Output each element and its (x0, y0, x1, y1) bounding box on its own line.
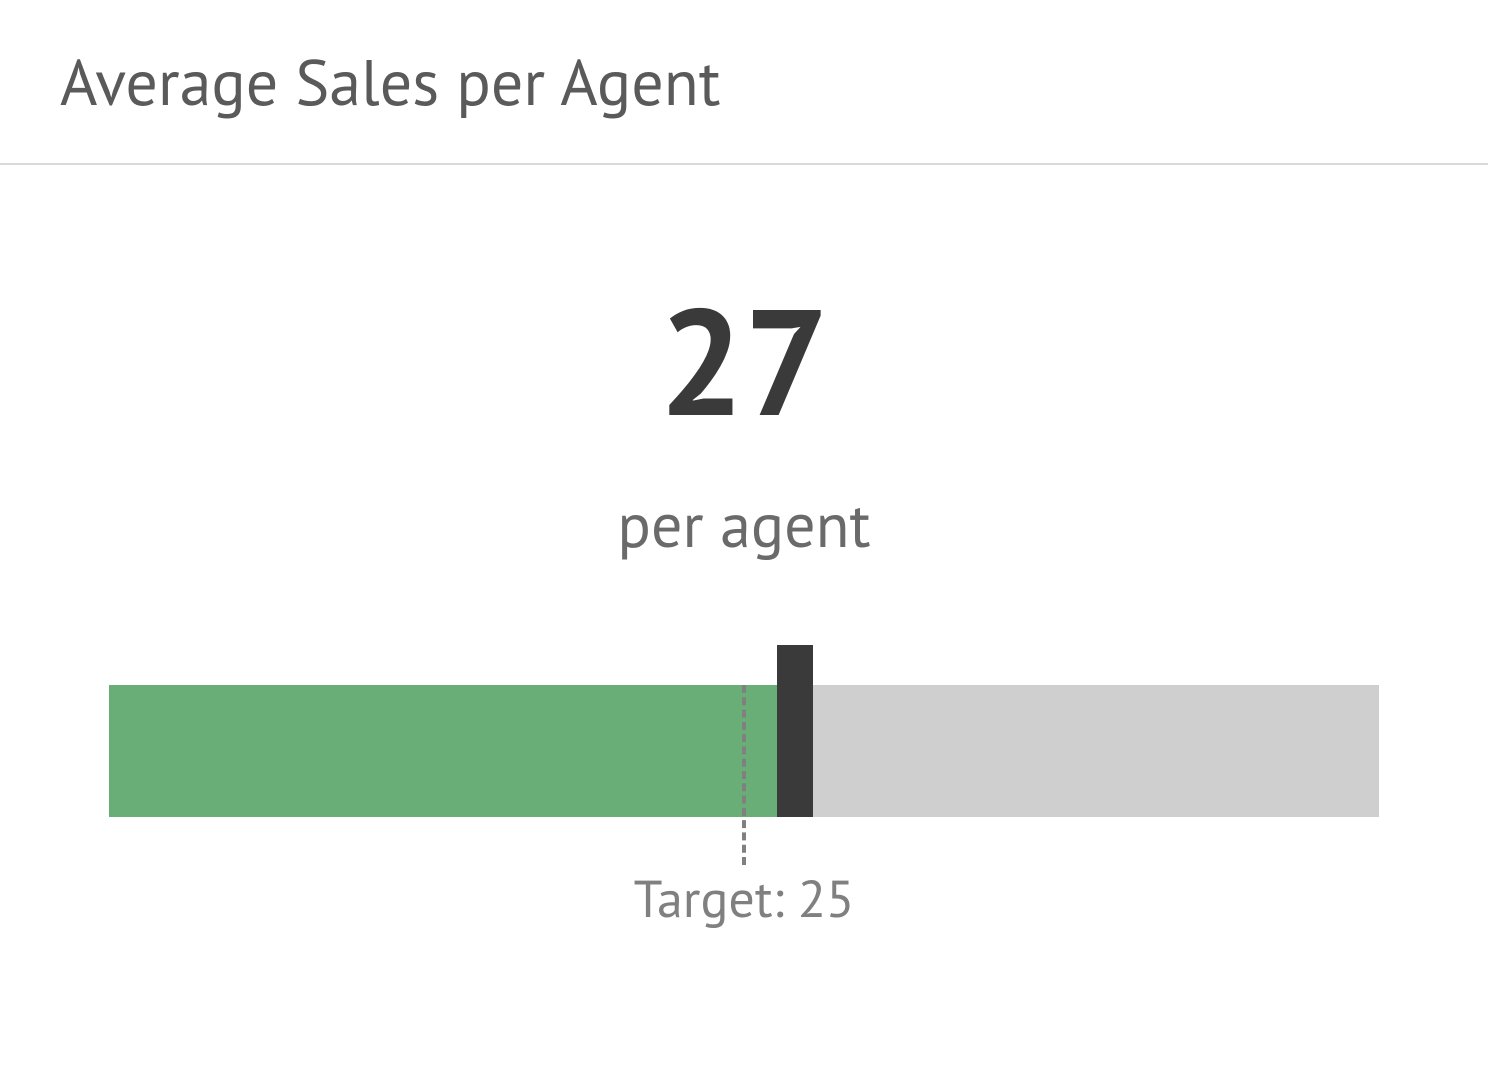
kpi-card: Average Sales per Agent 27 per agent Tar… (0, 0, 1488, 1080)
bullet-target-line (742, 685, 746, 865)
bullet-chart: Target: 25 (109, 685, 1379, 817)
bullet-fill (109, 685, 795, 817)
kpi-subtitle: per agent (617, 485, 870, 565)
card-content: 27 per agent Target: 25 (0, 165, 1488, 817)
kpi-value: 27 (659, 285, 829, 435)
bullet-value-marker (777, 645, 813, 817)
target-label: Target: 25 (634, 865, 855, 932)
bullet-track (109, 685, 1379, 817)
card-header: Average Sales per Agent (0, 0, 1488, 165)
card-title: Average Sales per Agent (60, 40, 1488, 123)
